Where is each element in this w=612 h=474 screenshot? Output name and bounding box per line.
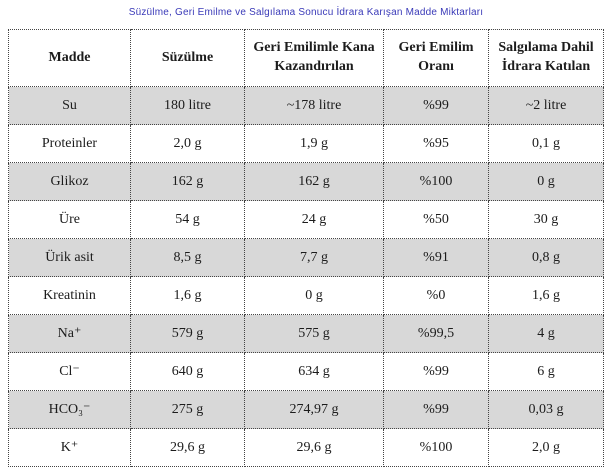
table-cell: 1,6 g: [488, 276, 604, 315]
column-header-geri-emilimle-kana: Geri Emilimle Kana Kazandırılan: [244, 29, 384, 87]
table-cell: 4 g: [488, 314, 604, 353]
table-cell: 0,1 g: [488, 124, 604, 163]
table-cell: 0,8 g: [488, 238, 604, 277]
table-cell: %99: [383, 352, 489, 391]
table-cell: %91: [383, 238, 489, 277]
table-cell: Su: [8, 86, 131, 125]
table-cell: 0 g: [488, 162, 604, 201]
header-row: Madde Süzülme Geri Emilimle Kana Kazandı…: [8, 29, 604, 87]
table-title: Süzülme, Geri Emilme ve Salgılama Sonucu…: [128, 7, 484, 18]
column-header-madde: Madde: [8, 29, 131, 87]
table-cell: 180 litre: [130, 86, 245, 125]
table-cell: %100: [383, 162, 489, 201]
table-cell: 1,6 g: [130, 276, 245, 315]
table-cell: 1,9 g: [244, 124, 384, 163]
table-cell: %99,5: [383, 314, 489, 353]
table-cell: 7,7 g: [244, 238, 384, 277]
table-cell: ~2 litre: [488, 86, 604, 125]
table-row: HCO₃⁻ 275 g 274,97 g %99 0,03 g: [8, 390, 604, 429]
table-cell: 575 g: [244, 314, 384, 353]
table-cell: 8,5 g: [130, 238, 245, 277]
table-cell: 634 g: [244, 352, 384, 391]
table-cell: 162 g: [130, 162, 245, 201]
table-cell: 275 g: [130, 390, 245, 429]
table-cell: 29,6 g: [244, 428, 384, 467]
table-row: Ürik asit 8,5 g 7,7 g %91 0,8 g: [8, 238, 604, 277]
table-cell: %99: [383, 390, 489, 429]
table-cell: %100: [383, 428, 489, 467]
table-cell: 0 g: [244, 276, 384, 315]
column-header-salgilama-dahil: Salgılama Dahil İdrara Katılan: [488, 29, 604, 87]
table-cell: 30 g: [488, 200, 604, 239]
substance-table: Madde Süzülme Geri Emilimle Kana Kazandı…: [8, 29, 604, 467]
table-body: Su 180 litre ~178 litre %99 ~2 litre Proteinl…: [8, 86, 604, 467]
table-cell: 579 g: [130, 314, 245, 353]
table-row: Na⁺ 579 g 575 g %99,5 4 g: [8, 314, 604, 353]
table-cell: Cl⁻: [8, 352, 131, 391]
table-cell: %99: [383, 86, 489, 125]
table-cell: Kreatinin: [8, 276, 131, 315]
table-cell: HCO₃⁻: [8, 390, 131, 429]
table-cell: %95: [383, 124, 489, 163]
table-cell: Üre: [8, 200, 131, 239]
table-cell: 0,03 g: [488, 390, 604, 429]
table-row: K⁺ 29,6 g 29,6 g %100 2,0 g: [8, 428, 604, 467]
table-cell: 24 g: [244, 200, 384, 239]
table-cell: %50: [383, 200, 489, 239]
table-cell: Glikoz: [8, 162, 131, 201]
table-cell: %0: [383, 276, 489, 315]
table-cell: ~178 litre: [244, 86, 384, 125]
table-cell: 2,0 g: [130, 124, 245, 163]
table-cell: Proteinler: [8, 124, 131, 163]
table-cell: 274,97 g: [244, 390, 384, 429]
table-cell: 6 g: [488, 352, 604, 391]
table-row: Su 180 litre ~178 litre %99 ~2 litre: [8, 86, 604, 125]
table-cell: 29,6 g: [130, 428, 245, 467]
column-header-suzulme: Süzülme: [130, 29, 245, 87]
table-row: Glikoz 162 g 162 g %100 0 g: [8, 162, 604, 201]
table-cell: 640 g: [130, 352, 245, 391]
table-cell: K⁺: [8, 428, 131, 467]
table-row: Proteinler 2,0 g 1,9 g %95 0,1 g: [8, 124, 604, 163]
column-header-geri-emilim-orani: Geri Emilim Oranı: [383, 29, 489, 87]
table-header: Madde Süzülme Geri Emilimle Kana Kazandı…: [8, 29, 604, 87]
table-cell: 54 g: [130, 200, 245, 239]
table-row: Üre 54 g 24 g %50 30 g: [8, 200, 604, 239]
table-cell: 2,0 g: [488, 428, 604, 467]
table-cell: 162 g: [244, 162, 384, 201]
table-row: Cl⁻ 640 g 634 g %99 6 g: [8, 352, 604, 391]
table-cell: Na⁺: [8, 314, 131, 353]
table-cell: Ürik asit: [8, 238, 131, 277]
